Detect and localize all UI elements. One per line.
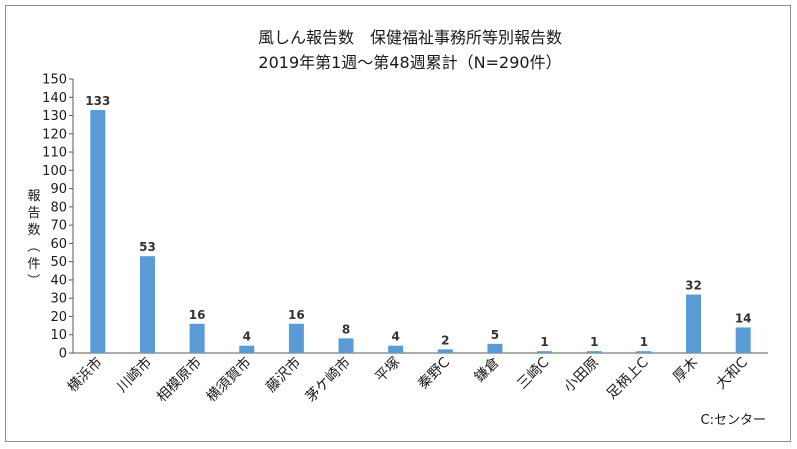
chart-subtitle: 2019年第1週～第48週累計（N=290件） bbox=[258, 53, 561, 72]
bar bbox=[139, 256, 155, 353]
y-tick-label: 0 bbox=[59, 347, 67, 362]
bar-value-label: 133 bbox=[85, 94, 110, 108]
category-label: 横浜市 bbox=[64, 354, 106, 396]
y-tick-label: 60 bbox=[50, 237, 67, 252]
y-tick-label: 50 bbox=[50, 255, 67, 270]
y-tick-label: 80 bbox=[50, 200, 67, 215]
y-tick-label: 120 bbox=[42, 127, 67, 142]
category-label: 厚木 bbox=[670, 355, 701, 386]
y-tick-label: 90 bbox=[50, 182, 67, 197]
bar bbox=[735, 327, 751, 353]
bar bbox=[189, 323, 205, 353]
bar bbox=[586, 351, 602, 353]
category-label: 秦野C bbox=[415, 354, 453, 392]
bar-value-label: 5 bbox=[491, 328, 499, 342]
bar-value-label: 16 bbox=[288, 308, 305, 322]
bar-value-label: 32 bbox=[685, 279, 702, 293]
bar-value-label: 8 bbox=[342, 322, 350, 336]
bar bbox=[288, 323, 304, 353]
bar bbox=[636, 351, 652, 353]
bar bbox=[686, 294, 702, 353]
y-tick-label: 40 bbox=[50, 273, 67, 288]
bar-value-label: 4 bbox=[391, 330, 399, 344]
bar-value-label: 16 bbox=[189, 308, 206, 322]
y-axis-label-char: 報 bbox=[27, 189, 40, 204]
category-label: 足柄上C bbox=[604, 354, 652, 402]
bar-value-label: 53 bbox=[139, 240, 156, 254]
y-tick-label: 100 bbox=[42, 164, 67, 179]
y-tick-label: 110 bbox=[42, 146, 67, 161]
category-label: 三崎C bbox=[514, 354, 552, 392]
y-axis-label-char: 件 bbox=[27, 257, 40, 272]
bar bbox=[487, 343, 503, 353]
y-tick-label: 130 bbox=[42, 109, 67, 124]
category-label: 平塚 bbox=[372, 355, 403, 386]
chart-title: 風しん報告数 保健福祉事務所等別報告数 bbox=[258, 28, 562, 47]
y-tick-label: 10 bbox=[50, 328, 67, 343]
bar-value-label: 1 bbox=[540, 335, 548, 349]
category-label: 川崎市 bbox=[114, 354, 156, 396]
category-label: 茅ケ崎市 bbox=[302, 354, 354, 406]
y-axis-label-char: 告 bbox=[27, 206, 40, 221]
bar-value-label: 14 bbox=[735, 311, 752, 325]
y-tick-label: 20 bbox=[50, 310, 67, 325]
bar bbox=[388, 345, 404, 353]
bar-value-label: 2 bbox=[441, 333, 449, 347]
bar-value-label: 4 bbox=[243, 330, 251, 344]
y-axis-label: 報告数（ 件） bbox=[25, 189, 41, 287]
y-tick-label: 30 bbox=[50, 292, 67, 307]
bar bbox=[537, 351, 553, 353]
bar bbox=[437, 349, 453, 353]
y-tick-label: 70 bbox=[50, 219, 67, 234]
y-axis-label-char: （ bbox=[25, 239, 40, 252]
category-label: 大和C bbox=[713, 354, 751, 392]
category-label: 横須賀市 bbox=[203, 354, 255, 406]
bars bbox=[90, 110, 751, 353]
category-label: 小田原 bbox=[561, 355, 602, 396]
axes bbox=[72, 79, 768, 354]
y-axis-label-char: 数 bbox=[27, 223, 40, 238]
footnote: C:センター bbox=[701, 413, 766, 428]
bar-value-label: 1 bbox=[640, 335, 648, 349]
bar bbox=[239, 345, 255, 353]
y-axis-label-char: ） bbox=[25, 273, 40, 286]
category-label: 鎌倉 bbox=[472, 355, 503, 386]
category-label: 藤沢市 bbox=[263, 354, 305, 396]
bar-value-label: 1 bbox=[590, 335, 598, 349]
chart-frame bbox=[5, 5, 791, 442]
data-labels: 133 53 16 4 16 8 4 2 5 1 1 1 32 14 bbox=[85, 94, 751, 349]
category-label: 相模原市 bbox=[153, 354, 205, 406]
y-tick-label: 150 bbox=[42, 73, 67, 88]
bar bbox=[90, 110, 106, 353]
y-tick-label: 140 bbox=[42, 91, 67, 106]
bar bbox=[338, 338, 354, 353]
y-axis-ticks: 0 10 20 30 40 50 60 70 80 90 100 110 120 130 140 150 bbox=[42, 73, 73, 362]
